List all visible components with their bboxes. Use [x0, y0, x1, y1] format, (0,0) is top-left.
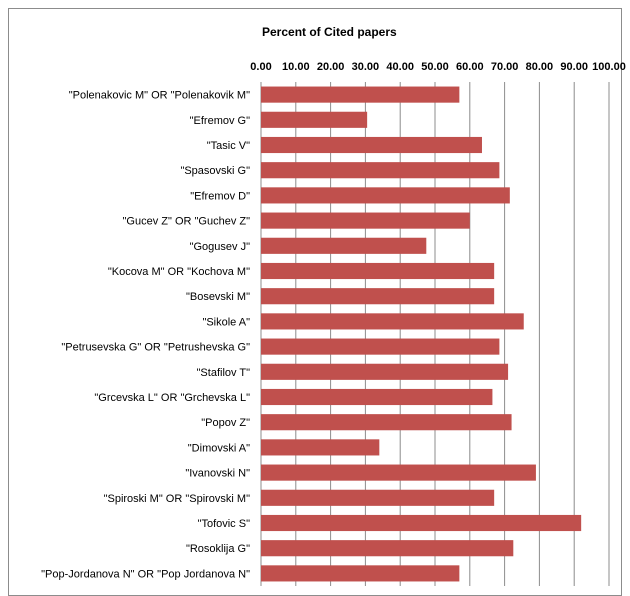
category-label: "Dimovski A" [188, 442, 250, 454]
chart-title: Percent of Cited papers [262, 25, 397, 39]
x-tick-label: 70.00 [491, 61, 519, 73]
x-tick-label: 10.00 [282, 61, 310, 73]
category-label: "Ivanovski N" [185, 468, 250, 480]
bar [261, 313, 524, 330]
category-label: "Gogusev J" [190, 241, 250, 253]
gridlines [260, 82, 610, 586]
bar [261, 363, 509, 380]
x-tick-label: 60.00 [456, 61, 484, 73]
bar [261, 338, 500, 355]
bar [261, 237, 427, 254]
bar [261, 288, 495, 305]
bar [261, 489, 495, 506]
bar [261, 162, 500, 179]
category-label: "Rosoklija G" [186, 543, 250, 555]
x-tick-label: 80.00 [526, 61, 554, 73]
category-label: "Grcevska L" OR "Grchevska L" [94, 392, 250, 404]
bars [261, 86, 582, 582]
bar [261, 262, 495, 280]
x-tick-label: 20.00 [317, 61, 345, 73]
category-label: "Spiroski M" OR "Spirovski M" [104, 493, 251, 505]
category-label: "Kocova M" OR "Kochova M" [108, 266, 250, 278]
bar [261, 388, 493, 406]
bar [261, 439, 380, 456]
bar [261, 414, 512, 431]
category-label: "Pop-Jordanova N" OR "Pop Jordanova N" [41, 568, 250, 580]
bar [261, 136, 482, 154]
bar [261, 111, 368, 128]
category-label: "Gucev Z" OR "Guchev Z" [123, 216, 251, 228]
category-label: "Efremov G" [190, 115, 250, 127]
x-tick-label: 90.00 [560, 61, 588, 73]
category-label: "Stafilov T" [197, 367, 251, 379]
bar [261, 464, 536, 481]
category-label: "Efremov D" [190, 190, 250, 202]
bar [261, 212, 470, 229]
category-label: "Popov Z" [201, 417, 250, 429]
category-label: "Tofovic S" [198, 518, 251, 530]
category-label: "Spasovski G" [180, 165, 250, 177]
x-tick-label: 40.00 [386, 61, 414, 73]
bar [261, 187, 510, 204]
category-label: "Petrusevska G" OR "Petrushevska G" [61, 342, 250, 354]
bar [261, 86, 460, 103]
x-tick-label: 100.00 [592, 61, 626, 73]
x-axis-tick-labels: 0.00 10.00 20.00 30.00 40.00 50.00 60.00 70.00 8… [250, 61, 626, 73]
x-tick-label: 30.00 [352, 61, 380, 73]
x-tick-label: 50.00 [421, 61, 449, 73]
category-label: "Bosevski M" [186, 291, 250, 303]
category-labels: "Polenakovic M" OR "Polenakovik M" "Efrem… [41, 90, 250, 581]
bar [261, 514, 582, 532]
category-label: "Polenakovic M" OR "Polenakovik M" [69, 90, 250, 102]
bar [261, 540, 514, 557]
bar [261, 565, 460, 582]
category-label: "Sikole A" [202, 316, 250, 328]
category-label: "Tasic V" [207, 140, 250, 152]
x-tick-label: 0.00 [250, 61, 271, 73]
